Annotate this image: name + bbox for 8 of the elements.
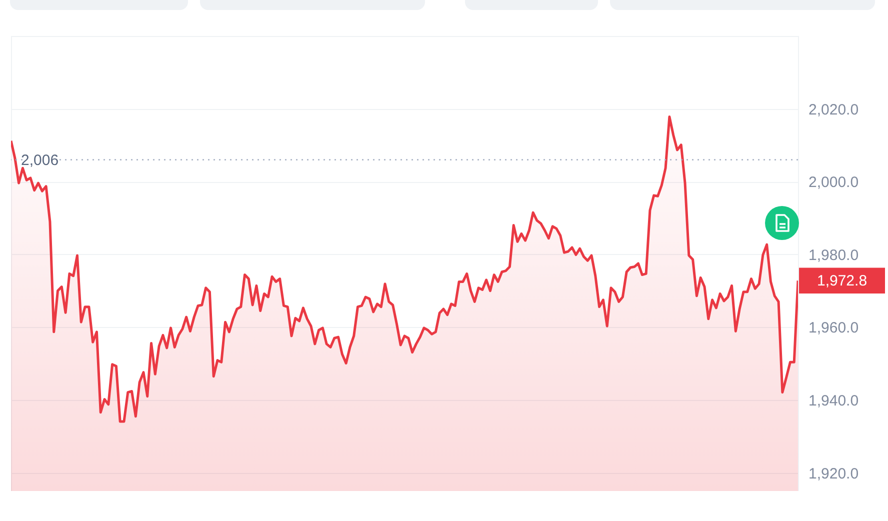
y-tick-label: 2,000.0 — [808, 174, 859, 192]
ref-line-label: 2,006 — [21, 152, 59, 169]
text: 1,972.8 — [816, 272, 868, 290]
y-tick-label: 1,980.0 — [808, 246, 859, 264]
y-tick-label: 2,020.0 — [808, 101, 859, 118]
y-tick-label: 1,960.0 — [808, 320, 859, 337]
y-tick-label: 1,920.0 — [808, 465, 859, 482]
y-tick-label: 1,940.0 — [808, 392, 859, 410]
